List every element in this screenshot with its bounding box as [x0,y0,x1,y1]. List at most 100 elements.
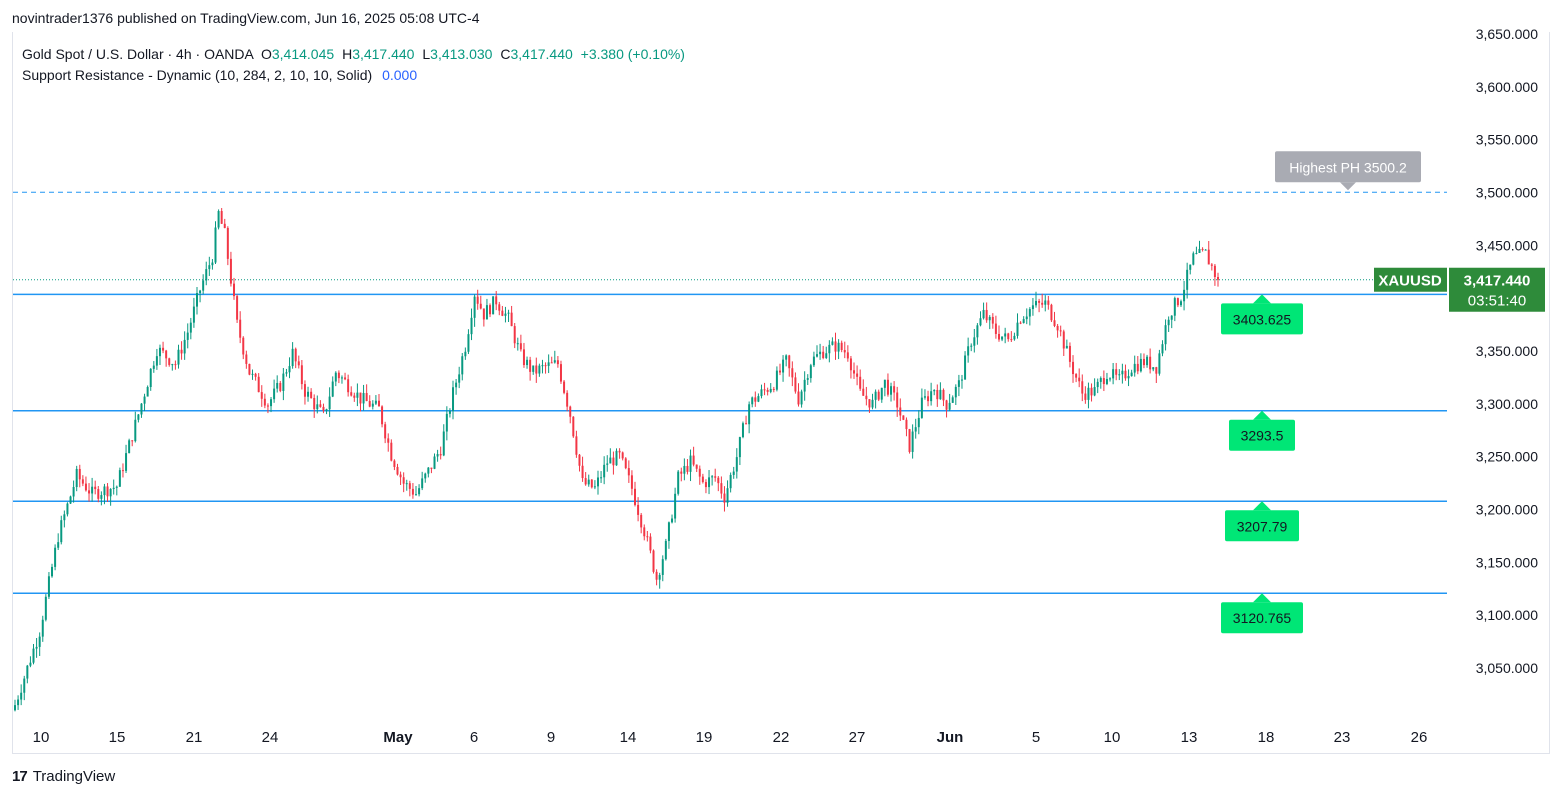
price-axis[interactable]: 3,050.000 3,100.000 3,150.000 3,200.000 3,25… [1374,26,1545,676]
candle-body [1149,356,1152,370]
candle-body [930,391,933,402]
candle-body [165,350,168,359]
candle-body [211,262,214,266]
candle-body [1013,335,1016,340]
level-label-arrow [1253,501,1271,511]
candle-body [1050,304,1053,321]
y-tick-label: 3,100.000 [1476,607,1538,623]
candle-body [911,431,914,452]
candle-body [1183,289,1186,302]
candle-body [1090,387,1093,396]
candle-body [69,496,72,504]
candle-body [572,416,575,437]
candle-body [1164,325,1167,345]
candle-body [680,471,683,474]
time-axis[interactable]: 10 15 21 24 May 6 9 14 19 22 27 Jun 5 10 13 18 23 26 [33,729,1428,746]
candle-body [112,487,115,489]
candle-body [1047,300,1050,305]
candle-body [905,419,908,430]
candle-body [1044,300,1047,305]
candle-body [427,467,430,474]
candle-body [942,389,945,401]
candle-body [553,360,556,363]
candle-body [202,280,205,291]
candle-body [66,503,69,515]
close-value: 3,417.440 [510,46,573,62]
candle-body [226,227,229,259]
candle-body [856,373,859,377]
candle-body [81,479,84,484]
candle-body [359,392,362,404]
candles [14,208,1219,712]
candle-body [880,387,883,400]
candle-body [621,452,624,459]
candle-body [251,373,254,375]
candle-body [1016,322,1019,336]
x-tick-label: Jun [937,729,964,746]
candle-body [914,427,917,432]
level-label-text: 3293.5 [1241,428,1284,444]
candle-body [563,381,566,393]
candle-body [556,360,559,365]
candle-body [541,365,544,367]
candle-body [1084,393,1087,400]
change-value: +3.380 (+0.10%) [580,46,685,62]
candle-body [44,596,47,620]
candle-body [103,486,106,496]
candle-body [461,356,464,375]
candle-body [1155,367,1158,374]
candle-body [94,486,97,490]
candle-body [390,442,393,461]
candle-body [1189,264,1192,270]
x-tick-label: 6 [470,729,478,746]
tradingview-footer[interactable]: 17 TradingView [12,768,115,785]
candle-body [532,365,535,372]
y-tick-label: 3,250.000 [1476,449,1538,465]
candle-body [32,648,35,663]
candle-body [751,397,754,405]
high-value: 3,417.440 [352,46,415,62]
candle-body [714,476,717,478]
candle-body [1179,301,1182,306]
candle-body [146,387,149,397]
candle-body [140,403,143,415]
candle-body [800,391,803,405]
x-tick-label: 19 [696,729,713,746]
level-label-box [1225,510,1299,542]
candle-body [1025,316,1028,320]
indicator-legend-row[interactable]: Support Resistance - Dynamic (10, 284, 2… [22,65,685,86]
candle-body [75,468,78,488]
candle-body [634,488,637,505]
candle-body [149,368,152,388]
candle-body [381,406,384,425]
candle-body [1062,331,1065,349]
candle-body [671,518,674,523]
level-label-arrow [1253,294,1271,304]
candle-body [822,351,825,358]
candle-body [455,382,458,388]
candle-body [134,419,137,442]
candle-body [809,365,812,379]
candle-body [1056,325,1059,331]
symbol-legend-row[interactable]: Gold Spot / U.S. Dollar · 4h · OANDA O3,… [22,44,685,65]
candle-body [109,488,112,497]
candle-body [1146,356,1149,366]
candle-body [1065,345,1068,349]
candle-body [316,404,319,410]
candle-body [14,705,16,711]
candle-body [78,468,81,480]
candle-body [1010,339,1013,341]
candle-body [279,382,282,391]
countdown-text: 03:51:40 [1468,293,1526,310]
candle-body [128,440,131,454]
candle-body [674,493,677,519]
x-tick-label: 21 [186,729,203,746]
y-tick-label: 3,350.000 [1476,343,1538,359]
high-label: H [342,46,353,62]
candle-body [890,386,893,395]
candle-body [106,486,109,497]
level-label-arrow [1253,410,1271,420]
candle-body [593,486,596,488]
candle-body [402,477,405,484]
